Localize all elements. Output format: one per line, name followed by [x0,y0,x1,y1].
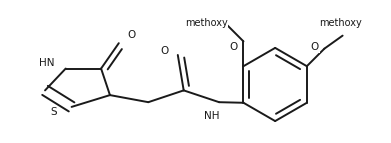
Text: methoxy: methoxy [319,18,361,28]
Text: O: O [230,42,238,52]
Text: S: S [50,107,57,117]
Text: HN: HN [39,58,55,68]
Text: O: O [310,42,319,52]
Text: methoxy: methoxy [185,18,228,28]
Text: NH: NH [204,111,220,121]
Text: O: O [161,46,169,56]
Text: O: O [127,30,136,40]
